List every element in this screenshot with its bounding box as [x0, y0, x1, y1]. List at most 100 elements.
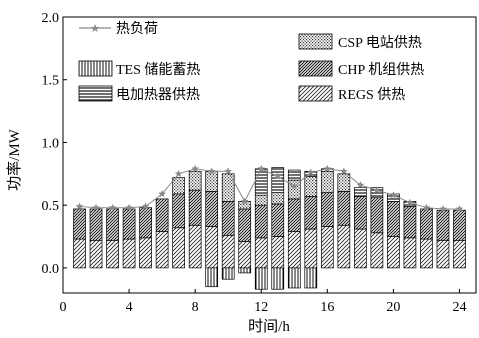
bar-regs [403, 237, 417, 269]
bar-regs [139, 237, 152, 269]
heat-load-point [290, 182, 299, 190]
bar-csp [320, 170, 334, 193]
heat-load-point [389, 191, 398, 199]
y-axis: 0.0 0.5 1.0 1.5 2.0 [42, 11, 67, 277]
svg-text:CHP 机组供热: CHP 机组供热 [338, 62, 424, 78]
heat-load-point [92, 203, 100, 211]
bar-regs [436, 239, 450, 269]
legend-item-eh: 电加热器供热 [78, 85, 200, 103]
bar-tes [238, 267, 252, 274]
heat-load-point [141, 202, 150, 210]
bar-regs [370, 232, 384, 269]
x-tick-label: 0 [60, 300, 67, 315]
heat-load-point [307, 168, 315, 176]
bar-chp [122, 208, 136, 240]
bar-chp [139, 207, 152, 239]
bar-regs [155, 231, 169, 269]
y-tick-label: 1.0 [42, 136, 60, 151]
bar-tes [304, 267, 318, 289]
bar-chp [370, 197, 384, 234]
bar-csp [172, 177, 185, 195]
bar-regs [304, 228, 318, 269]
bar-eh [287, 169, 301, 181]
bar-chp [271, 203, 285, 237]
bar-tes [221, 267, 235, 280]
bar-regs [106, 239, 119, 269]
legend-item-csp: CSP 电站供热 [298, 33, 422, 51]
svg-text:热负荷: 热负荷 [116, 21, 158, 37]
y-tick-label: 2.0 [42, 11, 60, 26]
bar-tes [271, 267, 285, 290]
x-axis-title: 时间/h [248, 318, 290, 335]
x-tick-label: 20 [386, 300, 400, 315]
bar-chp [320, 192, 334, 227]
heat-load-point [439, 204, 447, 213]
legend: 热负荷 TES 储能蓄热 电加热器供热 CSP 电站供热 CHP 机组供热 RE… [78, 21, 424, 103]
bar-regs [271, 236, 285, 269]
y-axis-title: 功率/MW [6, 128, 23, 191]
bar-regs [354, 228, 367, 269]
bar-regs [188, 224, 202, 269]
x-tick-label: 8 [192, 300, 199, 315]
svg-text:TES 储能蓄热: TES 储能蓄热 [116, 62, 200, 78]
heat-load-point [75, 202, 84, 210]
bar-regs [420, 238, 433, 269]
legend-item-heat-load: 热负荷 [79, 21, 158, 37]
bar-regs [172, 227, 185, 269]
bar-layer [73, 167, 466, 290]
bar-csp [188, 170, 202, 191]
bar-regs [337, 224, 351, 269]
heat-load-point [323, 164, 332, 173]
heat-load-point [340, 167, 348, 175]
bar-csp [304, 175, 318, 197]
heat-load-point [406, 198, 414, 206]
plot-frame [62, 16, 477, 294]
x-tick-label: 4 [126, 300, 133, 315]
heat-load-point [125, 203, 133, 211]
bar-chp [238, 208, 252, 242]
bar-chp [403, 206, 417, 239]
bar-regs [453, 239, 466, 269]
bar-regs [221, 234, 235, 269]
bar-regs [73, 238, 86, 269]
heat-load-layer [75, 164, 464, 213]
heat-load-point [174, 169, 183, 178]
bar-chp [221, 201, 235, 236]
y-tick-label: 1.5 [42, 74, 60, 89]
heat-load-point [158, 189, 166, 198]
heat-load-point [191, 164, 199, 173]
bar-regs [89, 239, 103, 269]
legend-item-chp: CHP 机组供热 [298, 60, 424, 78]
y-tick-label: 0.0 [42, 262, 60, 277]
svg-text:电加热器供热: 电加热器供热 [116, 87, 200, 103]
bar-regs [320, 226, 334, 269]
bar-csp [337, 173, 351, 192]
bar-regs [387, 236, 400, 269]
y-tick-label: 0.5 [42, 199, 60, 214]
bar-eh [271, 167, 285, 193]
heat-load-point [273, 172, 282, 180]
bar-chp [106, 208, 119, 241]
bar-csp [205, 170, 219, 192]
bar-chp [73, 208, 86, 240]
bar-chp [172, 193, 185, 229]
heat-load-point [207, 167, 216, 175]
bar-regs [122, 238, 136, 269]
svg-text:REGS 供热: REGS 供热 [338, 87, 405, 103]
bar-regs [238, 241, 252, 269]
bar-chp [188, 189, 202, 226]
bar-eh [354, 187, 367, 197]
x-tick-label: 12 [254, 300, 268, 315]
bar-chp [420, 208, 433, 240]
bar-chp [205, 191, 219, 227]
bar-chp [453, 209, 466, 241]
bar-chp [254, 204, 268, 239]
svg-text:CSP 电站供热: CSP 电站供热 [338, 35, 422, 51]
legend-item-regs: REGS 供热 [298, 85, 405, 103]
bar-tes [254, 267, 268, 290]
bar-chp [337, 191, 351, 226]
heat-load-line [79, 168, 460, 210]
legend-item-tes: TES 储能蓄热 [78, 60, 200, 78]
heat-load-point [356, 181, 365, 189]
